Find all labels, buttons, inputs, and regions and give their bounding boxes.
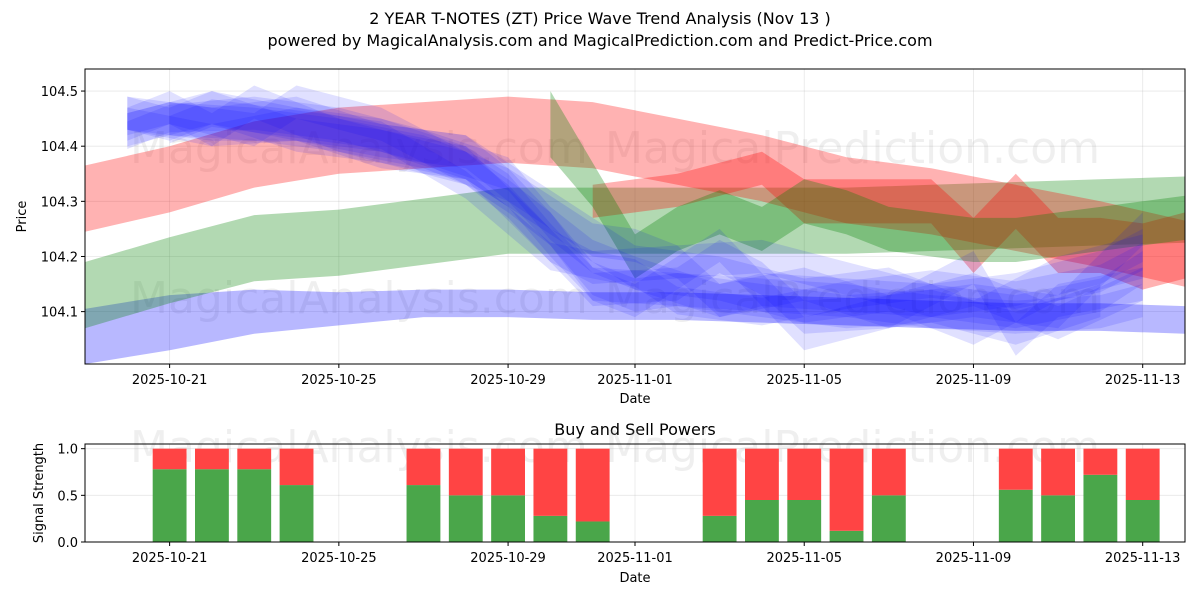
sell-bar	[448, 448, 483, 496]
y-tick-label: 0.0	[57, 536, 78, 551]
price-x-axis: 2025-10-21 2025-10-25 2025-10-29 2025-11-01…	[132, 364, 1181, 388]
price-plot-area	[85, 69, 1185, 364]
wave-band	[127, 85, 1143, 329]
buy-bar	[1125, 500, 1160, 542]
buy-bar	[998, 489, 1033, 542]
sell-bar	[998, 448, 1033, 490]
x-tick-label: 2025-11-01	[597, 373, 673, 388]
price-grid	[85, 69, 1185, 364]
buy-bar	[533, 515, 568, 542]
sell-bar	[406, 448, 441, 486]
buy-bar	[237, 469, 272, 542]
sell-bar	[787, 448, 822, 500]
x-tick-label: 2025-10-21	[132, 373, 208, 388]
wave-band	[127, 85, 1143, 356]
x-tick-label: 2025-10-25	[301, 551, 377, 566]
signal-x-axis: 2025-10-21 2025-10-25 2025-10-29 2025-11-01…	[132, 542, 1181, 566]
signal-chart-title: Buy and Sell Powers	[554, 420, 716, 439]
y-tick-label: 104.3	[41, 195, 78, 210]
x-tick-label: 2025-10-29	[470, 373, 546, 388]
sell-bar	[575, 448, 610, 522]
wave-band	[127, 91, 1143, 334]
x-tick-label: 2025-11-05	[766, 551, 842, 566]
sell-bar	[702, 448, 737, 516]
y-tick-label: 1.0	[57, 443, 78, 458]
wave-band	[127, 107, 1143, 334]
wave-band	[592, 151, 1185, 290]
wave-band	[169, 102, 1143, 318]
sell-bar	[152, 448, 187, 470]
watermark-magicalprediction-lower: MagicalPrediction.com	[605, 273, 1100, 324]
buy-bar	[787, 500, 822, 542]
price-x-axis-label: Date	[619, 392, 650, 407]
buy-bar	[491, 495, 525, 542]
y-tick-label: 104.4	[41, 140, 78, 155]
watermark-magicalprediction: MagicalPrediction.com	[605, 123, 1100, 174]
sell-bar	[195, 448, 229, 470]
buy-bar	[829, 530, 864, 542]
signal-x-axis-label: Date	[619, 571, 650, 586]
buy-bar	[1083, 474, 1118, 542]
price-y-axis: 104.1 104.2 104.3 104.4 104.5	[41, 85, 85, 321]
y-tick-label: 104.5	[41, 85, 78, 100]
price-y-axis-label: Price	[15, 201, 30, 233]
x-tick-label: 2025-11-13	[1105, 551, 1181, 566]
x-tick-label: 2025-11-13	[1105, 373, 1181, 388]
sell-bar	[1125, 448, 1160, 500]
buy-bar	[575, 521, 610, 542]
buy-bar	[745, 500, 779, 542]
wave-band	[85, 289, 1185, 364]
x-tick-label: 2025-11-05	[766, 373, 842, 388]
buy-bar	[406, 485, 441, 542]
wave-band	[127, 96, 1143, 345]
wave-band	[127, 96, 1143, 340]
wave-band	[85, 96, 1185, 287]
signal-panel: Buy and Sell Powers MagicalAnalysis.com …	[32, 420, 1186, 586]
sell-bar	[533, 448, 568, 516]
chart-subtitle: powered by MagicalAnalysis.com and Magic…	[267, 31, 933, 50]
wave-band	[85, 176, 1185, 329]
sell-bar	[1083, 448, 1118, 475]
signal-y-axis: 0.0 0.5 1.0	[57, 443, 85, 551]
x-tick-label: 2025-10-25	[301, 373, 377, 388]
x-tick-label: 2025-11-01	[597, 551, 673, 566]
y-tick-label: 0.5	[57, 489, 78, 504]
x-tick-label: 2025-10-29	[470, 551, 546, 566]
x-tick-label: 2025-10-21	[132, 551, 208, 566]
sell-bar	[279, 448, 314, 486]
sell-bar	[829, 448, 864, 531]
price-wave-bands	[85, 85, 1185, 364]
wave-band	[127, 91, 1101, 345]
sell-bar	[237, 448, 272, 470]
x-tick-label: 2025-11-09	[936, 373, 1012, 388]
sell-bar	[1041, 448, 1075, 496]
signal-y-axis-label: Signal Strength	[32, 443, 47, 543]
watermark-magicalanalysis: MagicalAnalysis.com	[130, 123, 588, 174]
wave-band	[550, 91, 1185, 279]
buy-bar	[871, 495, 906, 542]
y-tick-label: 104.2	[41, 250, 78, 265]
buy-bar	[195, 469, 229, 542]
chart-title: 2 YEAR T-NOTES (ZT) Price Wave Trend Ana…	[369, 9, 831, 28]
buy-bar	[1041, 495, 1075, 542]
buy-bar	[448, 495, 483, 542]
sell-bar	[745, 448, 779, 500]
buy-bar	[152, 469, 187, 542]
watermark-magicalanalysis-lower: MagicalAnalysis.com	[130, 273, 588, 324]
signal-bars	[152, 448, 1160, 542]
price-panel: MagicalAnalysis.com MagicalPrediction.co…	[15, 68, 1186, 407]
buy-bar	[279, 485, 314, 542]
wave-band	[169, 99, 1143, 326]
sell-bar	[871, 448, 906, 496]
sell-bar	[491, 448, 525, 496]
x-tick-label: 2025-11-09	[936, 551, 1012, 566]
y-tick-label: 104.1	[41, 306, 78, 321]
buy-bar	[702, 515, 737, 542]
